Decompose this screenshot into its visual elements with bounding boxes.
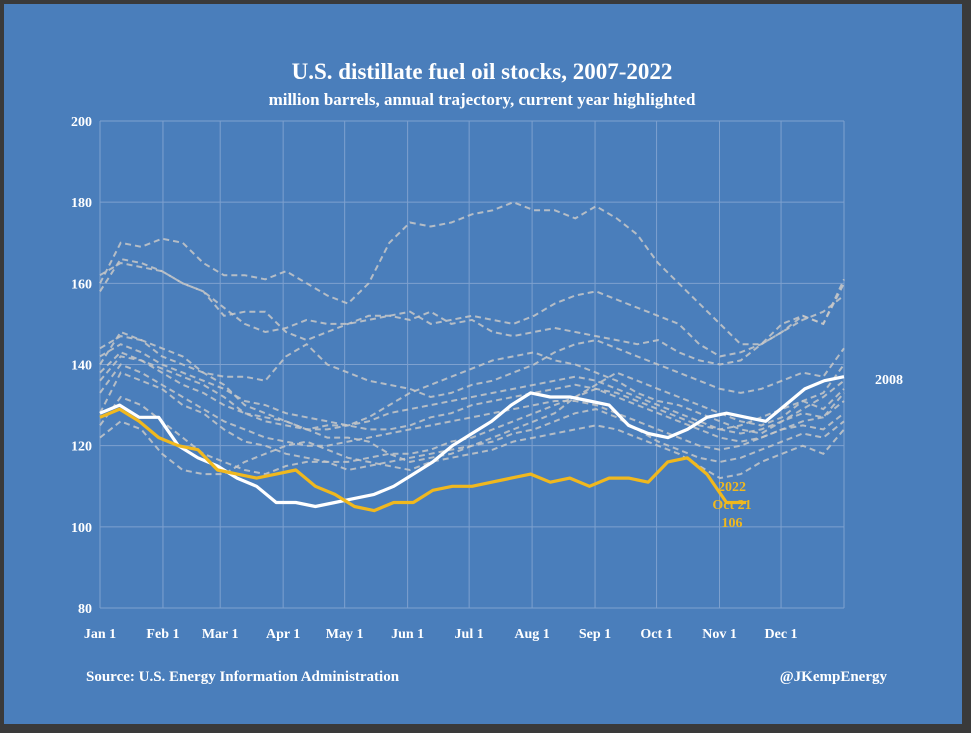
historical-line-hist-k (99, 343, 845, 431)
historical-series (99, 201, 845, 480)
x-axis-ticks: Jan 1 Feb 1 Mar 1 Apr 1 May 1 Jun 1 Jul 1 Aug 1… (84, 627, 798, 642)
historical-line-hist-l (99, 351, 845, 435)
historical-line-hist-b (99, 201, 845, 346)
series-label-2008: 2008 (875, 373, 903, 388)
x-tick-label: Jun 1 (391, 627, 424, 642)
x-tick-label: Apr 1 (266, 627, 300, 642)
x-tick-label: Jan 1 (84, 627, 116, 642)
y-tick-label: 180 (71, 196, 92, 211)
chart-frame: U.S. distillate fuel oil stocks, 2007-20… (4, 4, 962, 724)
historical-line-hist-e (99, 351, 845, 435)
x-tick-label: Feb 1 (146, 627, 179, 642)
x-tick-label: Jul 1 (455, 627, 484, 642)
historical-line-hist-g (99, 371, 845, 463)
historical-line-hist-j (99, 420, 845, 480)
y-tick-label: 80 (78, 602, 92, 617)
chart-title: U.S. distillate fuel oil stocks, 2007-20… (292, 59, 673, 84)
annotation-value: 106 (722, 516, 743, 531)
highlighted-series (99, 375, 845, 513)
annotation-date: Oct 21 (712, 498, 751, 513)
y-axis-ticks: 80 100 120 140 160 180 200 (71, 115, 92, 617)
historical-line-hist-h (99, 395, 845, 476)
x-tick-label: Sep 1 (579, 627, 611, 642)
annotation-year: 2022 (718, 480, 746, 495)
x-tick-label: May 1 (326, 627, 364, 642)
series-line-2022 (99, 407, 747, 513)
y-tick-label: 200 (71, 115, 92, 130)
historical-line-hist-f (99, 335, 845, 399)
gridlines (99, 120, 845, 609)
chart-subtitle: million barrels, annual trajectory, curr… (269, 90, 696, 109)
historical-line-hist-i (99, 363, 845, 451)
historical-line-hist-c (99, 261, 845, 366)
current-year-annotation: 2022 Oct 21 106 (712, 480, 751, 531)
y-tick-label: 120 (71, 440, 92, 455)
chart-svg: U.S. distillate fuel oil stocks, 2007-20… (71, 59, 903, 685)
y-tick-label: 100 (71, 521, 92, 536)
x-tick-label: Oct 1 (640, 627, 672, 642)
historical-line-hist-a (99, 257, 845, 358)
x-tick-label: Dec 1 (765, 627, 798, 642)
x-tick-label: Aug 1 (514, 627, 549, 642)
x-tick-label: Nov 1 (702, 627, 737, 642)
credit-handle: @JKempEnergy (780, 669, 888, 685)
y-tick-label: 160 (71, 277, 92, 292)
y-tick-label: 140 (71, 359, 92, 374)
x-tick-label: Mar 1 (202, 627, 239, 642)
source-note: Source: U.S. Energy Information Administ… (86, 669, 400, 685)
